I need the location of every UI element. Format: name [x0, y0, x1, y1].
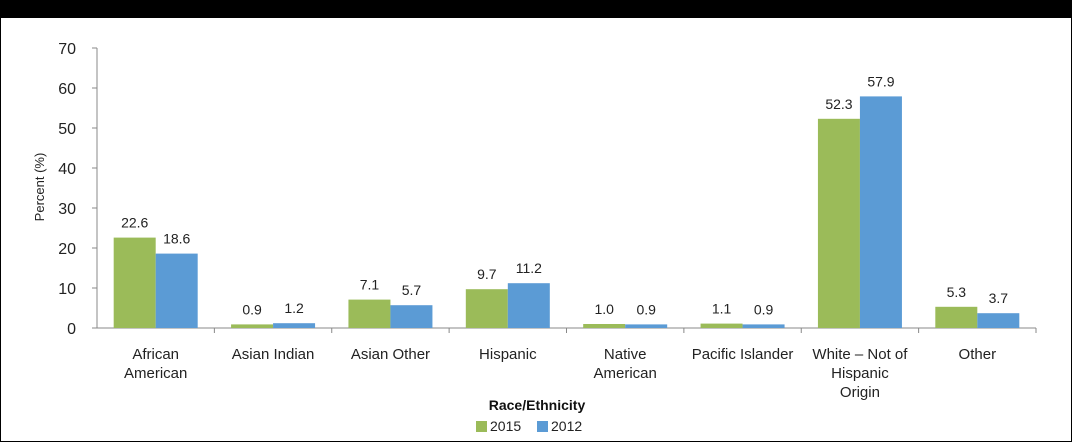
bar-2015	[583, 324, 626, 328]
legend-label: 2012	[551, 418, 582, 434]
category-label: African	[132, 346, 179, 363]
category-label: Native	[604, 346, 647, 363]
bar-2012	[859, 96, 902, 329]
data-label: 57.9	[867, 73, 894, 89]
bar-2012	[625, 324, 668, 328]
data-label: 0.9	[636, 301, 656, 317]
data-labels: 22.6 18.6 0.9 1.2 7.1 5.7 9.7 11.2 1.0 0.9 1.1 0.9 5…	[121, 73, 1008, 317]
y-tick-label: 30	[58, 201, 76, 218]
data-label: 1.2	[284, 300, 304, 316]
y-tick-label: 60	[58, 81, 76, 98]
y-tick-label: 50	[58, 121, 76, 138]
data-label: 5.7	[402, 282, 422, 298]
category-label: Hispanic	[831, 365, 889, 382]
data-label: 7.1	[360, 277, 380, 293]
legend-swatch	[537, 421, 548, 432]
bar-2012	[977, 313, 1020, 328]
data-label: 52.3	[825, 96, 852, 112]
category-label: Origin	[840, 384, 880, 401]
bar-2012	[390, 305, 433, 328]
bar-2015	[231, 324, 274, 328]
data-label: 1.0	[594, 301, 614, 317]
data-label: 18.6	[163, 231, 190, 247]
data-label: 11.2	[516, 260, 542, 276]
category-label: Pacific Islander	[692, 346, 794, 363]
data-label: 3.7	[989, 290, 1009, 306]
data-label: 9.7	[477, 266, 497, 282]
bar-2012	[273, 323, 316, 328]
bar-2012	[742, 324, 785, 328]
legend: 2015 2012	[476, 418, 582, 434]
data-label: 5.3	[947, 284, 967, 300]
y-tick-label: 70	[58, 41, 76, 58]
x-axis-title: Race/Ethnicity	[489, 397, 586, 413]
bar-2015	[700, 323, 743, 328]
data-label: 0.9	[754, 301, 774, 317]
bar-2015	[935, 306, 978, 328]
y-tick-label: 20	[58, 241, 76, 258]
category-label: Hispanic	[479, 346, 537, 363]
data-label: 22.6	[121, 215, 148, 231]
x-axis-categories: African American Asian Indian Asian Other Hi…	[124, 328, 1037, 401]
y-axis-title: Percent (%)	[32, 153, 47, 222]
y-tick-label: 0	[67, 321, 76, 338]
category-label: American	[594, 365, 657, 382]
top-band	[0, 0, 1072, 18]
legend-label: 2015	[490, 418, 521, 434]
category-label: Asian Other	[351, 346, 430, 363]
bar-2015	[348, 299, 391, 328]
category-label: White – Not of	[812, 346, 908, 363]
bar-2012	[155, 253, 198, 328]
data-label: 0.9	[242, 301, 262, 317]
bar-2012	[507, 283, 550, 328]
bars	[113, 96, 1020, 329]
y-tick-label: 10	[58, 281, 76, 298]
bar-2015	[465, 289, 508, 328]
legend-swatch	[476, 421, 487, 432]
bar-2015	[817, 118, 860, 328]
category-label: Asian Indian	[232, 346, 315, 363]
y-tick-label: 40	[58, 161, 76, 178]
category-label: Other	[959, 346, 997, 363]
bar-2015	[113, 237, 156, 328]
category-label: American	[124, 365, 187, 382]
data-label: 1.1	[712, 301, 732, 317]
